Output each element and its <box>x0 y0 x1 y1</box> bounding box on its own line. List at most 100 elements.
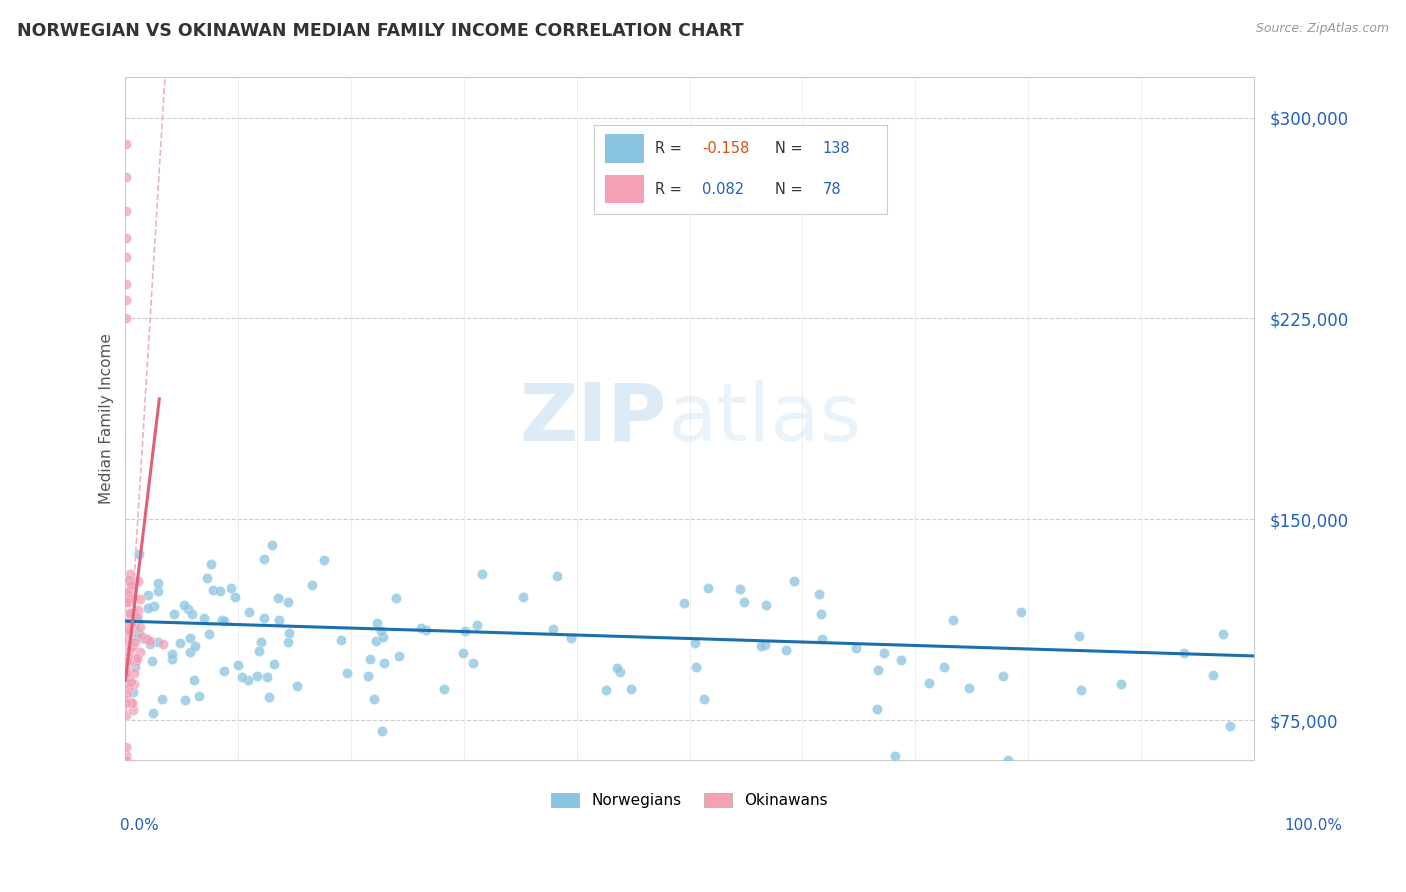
Point <box>160 652 183 666</box>
Point <box>117 671 139 685</box>
Point <box>118 641 141 656</box>
Point <box>247 644 270 658</box>
Point <box>114 231 136 245</box>
Point <box>253 551 276 566</box>
Point <box>884 748 907 763</box>
Point <box>121 615 143 630</box>
Point <box>136 600 159 615</box>
Point <box>114 204 136 219</box>
Point <box>253 611 276 625</box>
Point <box>118 566 141 581</box>
Point <box>1067 629 1090 643</box>
Point <box>1111 677 1133 691</box>
Point <box>866 702 889 716</box>
Point <box>127 574 149 589</box>
Point <box>118 586 141 600</box>
Point <box>141 654 163 668</box>
Text: atlas: atlas <box>666 380 862 458</box>
Point <box>866 663 889 677</box>
Point <box>120 578 142 592</box>
Point <box>512 591 534 605</box>
Text: 100.0%: 100.0% <box>1285 818 1343 832</box>
Point <box>118 623 141 637</box>
Point <box>453 646 475 660</box>
Point <box>246 669 269 683</box>
Point <box>160 648 183 662</box>
Point <box>685 659 707 673</box>
Point <box>121 696 143 710</box>
Point <box>115 708 138 723</box>
Point <box>211 613 233 627</box>
Point <box>775 643 797 657</box>
Point <box>127 626 149 640</box>
Point <box>114 277 136 291</box>
Text: NORWEGIAN VS OKINAWAN MEDIAN FAMILY INCOME CORRELATION CHART: NORWEGIAN VS OKINAWAN MEDIAN FAMILY INCO… <box>17 22 744 40</box>
Point <box>388 649 411 664</box>
Point <box>200 557 222 571</box>
Point <box>807 587 830 601</box>
Point <box>373 657 395 671</box>
Point <box>415 624 437 638</box>
Point <box>121 685 143 699</box>
Point <box>371 630 394 644</box>
Point <box>117 591 139 606</box>
Point <box>121 639 143 653</box>
Point <box>366 615 388 630</box>
Point <box>263 657 285 672</box>
Point <box>114 293 136 307</box>
Point <box>136 588 159 602</box>
Point <box>115 747 138 762</box>
Point <box>117 584 139 599</box>
Point <box>148 635 170 649</box>
Point <box>179 645 201 659</box>
Point <box>115 619 138 633</box>
Point <box>146 583 169 598</box>
Point <box>363 691 385 706</box>
Point <box>1202 668 1225 682</box>
Point <box>128 645 150 659</box>
Point <box>609 665 631 680</box>
Point <box>115 696 138 710</box>
Point <box>122 676 145 690</box>
Point <box>163 607 186 621</box>
Point <box>224 590 246 604</box>
Point <box>115 615 138 630</box>
Point <box>124 613 146 627</box>
Point <box>198 627 221 641</box>
Point <box>693 692 716 706</box>
Point <box>122 702 145 716</box>
Point <box>124 654 146 668</box>
Point <box>121 575 143 590</box>
Point <box>238 605 260 619</box>
Point <box>115 595 138 609</box>
Point <box>231 670 253 684</box>
Point <box>312 553 335 567</box>
Point <box>184 639 207 653</box>
Point <box>751 639 773 653</box>
Text: Source: ZipAtlas.com: Source: ZipAtlas.com <box>1256 22 1389 36</box>
Point <box>139 637 162 651</box>
Point <box>114 137 136 152</box>
Point <box>152 637 174 651</box>
Point <box>195 571 218 585</box>
Point <box>117 650 139 665</box>
Point <box>1010 605 1032 619</box>
Point <box>336 666 359 681</box>
Point <box>606 661 628 675</box>
Point <box>118 608 141 623</box>
Point <box>117 621 139 635</box>
Point <box>873 646 896 660</box>
Point <box>226 657 249 672</box>
Point <box>697 581 720 595</box>
Point <box>179 631 201 645</box>
Point <box>620 681 643 696</box>
Point <box>118 640 141 654</box>
Point <box>683 636 706 650</box>
Point <box>917 676 939 690</box>
Point <box>120 606 142 620</box>
Point <box>136 632 159 646</box>
Point <box>256 670 278 684</box>
Text: ZIP: ZIP <box>520 380 666 458</box>
Point <box>117 595 139 609</box>
Point <box>214 664 236 678</box>
